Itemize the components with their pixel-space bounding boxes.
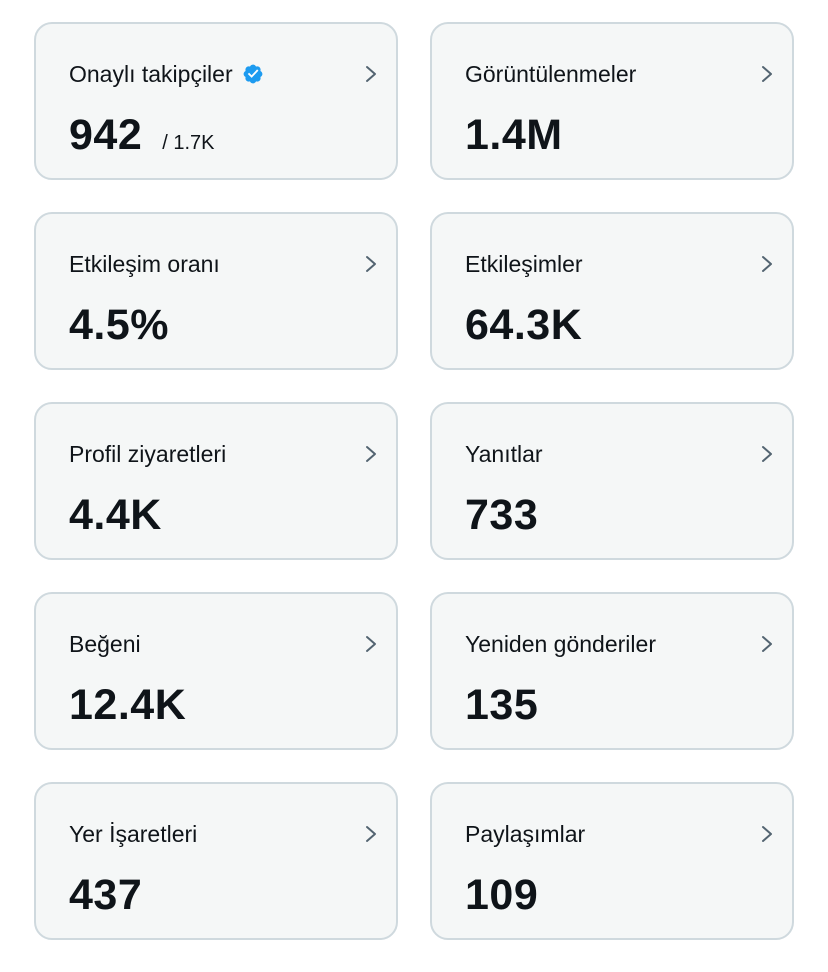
metric-value-row: 12.4K <box>69 680 186 730</box>
metric-label: Beğeni <box>69 631 141 657</box>
chevron-right-icon <box>366 256 376 272</box>
metric-value: 64.3K <box>465 301 583 349</box>
metric-value: 437 <box>69 871 143 919</box>
metric-value-row: 4.5% <box>69 300 169 350</box>
metric-label: Yer İşaretleri <box>69 821 198 847</box>
metric-card-likes[interactable]: Beğeni 12.4K <box>34 592 398 750</box>
metric-label: Onaylı takipçiler <box>69 60 264 88</box>
chevron-right-icon <box>366 826 376 842</box>
metric-value: 733 <box>465 491 539 539</box>
metric-value-row: 942 / 1.7K <box>69 110 215 160</box>
metric-value: 12.4K <box>69 681 187 729</box>
chevron-right-icon <box>762 256 772 272</box>
metric-card-engagements[interactable]: Etkileşimler 64.3K <box>430 212 794 370</box>
metric-label: Etkileşim oranı <box>69 251 220 277</box>
metric-card-shares[interactable]: Paylaşımlar 109 <box>430 782 794 940</box>
metric-value: 109 <box>465 871 539 919</box>
verified-badge-icon <box>243 64 263 84</box>
metric-card-replies[interactable]: Yanıtlar 733 <box>430 402 794 560</box>
metric-label: Görüntülenmeler <box>465 61 637 87</box>
metric-label: Profil ziyaretleri <box>69 441 227 467</box>
metric-value-row: 1.4M <box>465 110 563 160</box>
metric-total: / 1.7K <box>162 132 215 154</box>
metric-value: 135 <box>465 681 539 729</box>
metric-card-profile-visits[interactable]: Profil ziyaretleri 4.4K <box>34 402 398 560</box>
metric-value-row: 733 <box>465 490 538 540</box>
metric-card-impressions[interactable]: Görüntülenmeler 1.4M <box>430 22 794 180</box>
chevron-right-icon <box>762 826 772 842</box>
metric-value-row: 4.4K <box>69 490 162 540</box>
chevron-right-icon <box>366 66 376 82</box>
metric-value-row: 135 <box>465 680 538 730</box>
metric-label: Paylaşımlar <box>465 821 586 847</box>
chevron-right-icon <box>762 636 772 652</box>
metric-value-row: 64.3K <box>465 300 582 350</box>
metric-label: Yeniden gönderiler <box>465 631 656 657</box>
metric-label-text: Onaylı takipçiler <box>69 61 233 87</box>
metric-value: 942 <box>69 111 143 159</box>
metric-label: Yanıtlar <box>465 441 543 467</box>
metric-card-verified-followers[interactable]: Onaylı takipçiler 942 / 1.7K <box>34 22 398 180</box>
metric-card-reposts[interactable]: Yeniden gönderiler 135 <box>430 592 794 750</box>
metric-value-row: 437 <box>69 870 142 920</box>
metric-card-bookmarks[interactable]: Yer İşaretleri 437 <box>34 782 398 940</box>
chevron-right-icon <box>366 636 376 652</box>
metric-value-row: 109 <box>465 870 538 920</box>
chevron-right-icon <box>762 66 772 82</box>
metric-value: 4.4K <box>69 491 162 539</box>
metric-value: 4.5% <box>69 301 170 349</box>
metric-value: 1.4M <box>465 111 563 159</box>
metrics-grid: Onaylı takipçiler 942 / 1.7K Görüntülenm… <box>34 22 794 940</box>
metric-label: Etkileşimler <box>465 251 583 277</box>
metric-card-engagement-rate[interactable]: Etkileşim oranı 4.5% <box>34 212 398 370</box>
chevron-right-icon <box>762 446 772 462</box>
chevron-right-icon <box>366 446 376 462</box>
